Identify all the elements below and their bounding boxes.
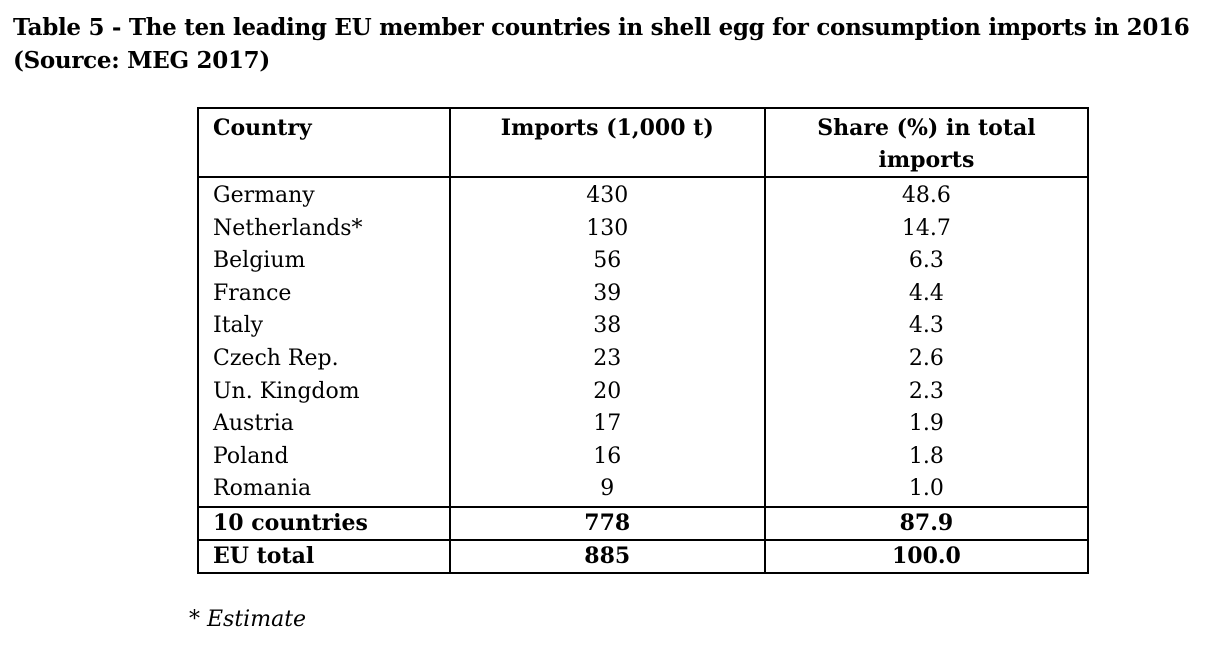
cell-share: 6.3 [763, 245, 1090, 278]
cell-share: 87.9 [763, 505, 1090, 541]
cell-imports: 430 [448, 177, 766, 213]
caption-source: (Source: MEG 2017) [13, 47, 270, 74]
table-row: Germany 430 48.6 [197, 177, 1090, 213]
cell-country: Belgium [197, 245, 451, 278]
cell-imports: 16 [448, 440, 766, 474]
cell-imports: 39 [448, 277, 766, 311]
header-imports: Imports (1,000 t) [448, 107, 766, 178]
table-caption: Table 5 - The ten leading EU member coun… [13, 11, 1203, 77]
table-row: Italy 38 4.3 [197, 310, 1090, 343]
cell-share: 1.8 [763, 440, 1090, 474]
cell-share: 4.4 [763, 277, 1090, 311]
cell-country: Italy [197, 310, 451, 343]
cell-imports: 38 [448, 310, 766, 343]
cell-imports: 17 [448, 408, 766, 441]
header-row: Country Imports (1,000 t) Share (%) in t… [197, 107, 1090, 178]
table-row: France 39 4.4 [197, 277, 1090, 311]
header-share-line2: imports [878, 147, 975, 173]
cell-share: 48.6 [763, 177, 1090, 213]
cell-imports: 20 [448, 375, 766, 409]
table-row: Netherlands* 130 14.7 [197, 212, 1090, 246]
cell-share: 14.7 [763, 212, 1090, 246]
summary-row-ten-countries: 10 countries 778 87.9 [197, 505, 1090, 541]
imports-table: Country Imports (1,000 t) Share (%) in t… [197, 107, 1090, 574]
cell-country: Un. Kingdom [197, 375, 451, 409]
cell-imports: 778 [448, 505, 766, 541]
table-row: Austria 17 1.9 [197, 408, 1090, 441]
cell-share: 4.3 [763, 310, 1090, 343]
table-row: Poland 16 1.8 [197, 440, 1090, 474]
cell-imports: 130 [448, 212, 766, 246]
cell-share: 1.0 [763, 473, 1090, 507]
cell-share: 2.3 [763, 375, 1090, 409]
cell-share: 1.9 [763, 408, 1090, 441]
table-row: Czech Rep. 23 2.6 [197, 342, 1090, 376]
cell-imports: 23 [448, 342, 766, 376]
cell-share: 100.0 [763, 538, 1090, 574]
cell-country: EU total [197, 538, 451, 574]
header-country: Country [197, 107, 451, 178]
cell-country: Netherlands* [197, 212, 451, 246]
cell-country: Germany [197, 177, 451, 213]
table-row: Belgium 56 6.3 [197, 245, 1090, 278]
cell-share: 2.6 [763, 342, 1090, 376]
table-header: Country Imports (1,000 t) Share (%) in t… [197, 107, 1090, 178]
summary-row-eu-total: EU total 885 100.0 [197, 538, 1090, 574]
cell-country: Czech Rep. [197, 342, 451, 376]
footnote-estimate: * Estimate [189, 607, 307, 632]
cell-imports: 56 [448, 245, 766, 278]
table-body: Germany 430 48.6 Netherlands* 130 14.7 B… [197, 177, 1090, 507]
table-row: Romania 9 1.0 [197, 473, 1090, 507]
caption-title: Table 5 - The ten leading EU member coun… [13, 14, 1190, 41]
cell-country: Austria [197, 408, 451, 441]
table-summary: 10 countries 778 87.9 EU total 885 100.0 [197, 505, 1090, 574]
cell-imports: 885 [448, 538, 766, 574]
header-share: Share (%) in total imports [763, 107, 1090, 178]
cell-imports: 9 [448, 473, 766, 507]
cell-country: 10 countries [197, 505, 451, 541]
table-row: Un. Kingdom 20 2.3 [197, 375, 1090, 409]
cell-country: Romania [197, 473, 451, 507]
cell-country: France [197, 277, 451, 311]
header-share-line1: Share (%) in total [817, 115, 1036, 141]
cell-country: Poland [197, 440, 451, 474]
